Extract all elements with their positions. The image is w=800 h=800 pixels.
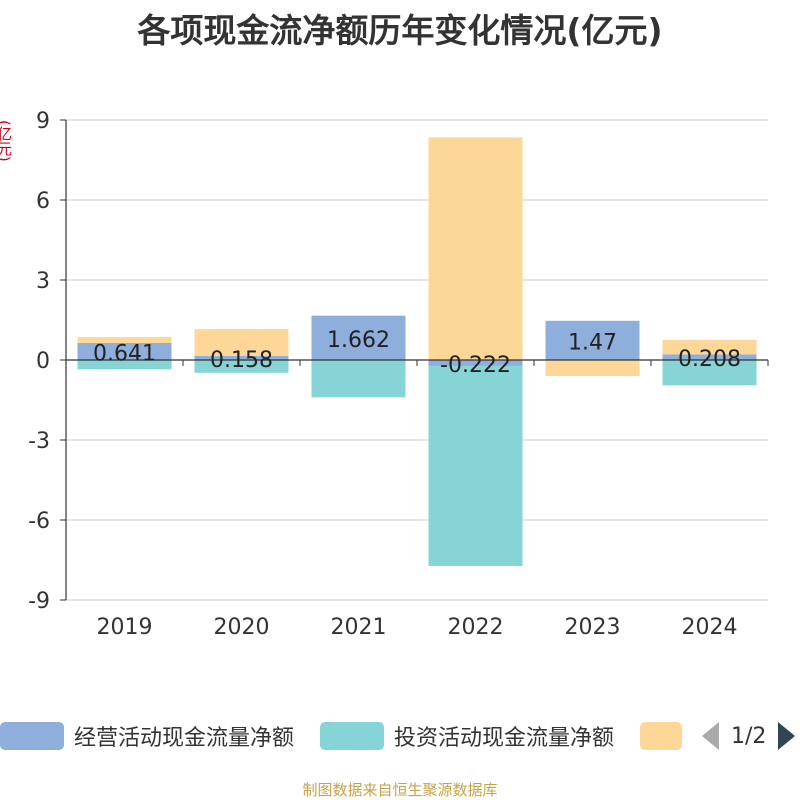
bar-financing <box>77 337 172 343</box>
bar-chart: 9 6 3 0 -3 -6 -9 2019 2020 2021 2022 2023 2024 0.641 0… <box>28 109 769 640</box>
data-label: 0.158 <box>210 348 273 373</box>
x-tick-label: 2024 <box>682 615 738 640</box>
y-tick-label: -6 <box>28 509 50 534</box>
legend-item-financing[interactable] <box>640 716 692 756</box>
bar-operating <box>194 355 289 360</box>
legend-page-indicator: 1/2 <box>731 723 767 749</box>
data-label: 0.208 <box>678 347 741 372</box>
legend: 经营活动现金流量净额 投资活动现金流量净额 1/2 <box>0 716 800 756</box>
bar-investing <box>194 360 289 373</box>
data-source-footer: 制图数据来自恒生聚源数据库 <box>302 781 498 799</box>
chart-title: 各项现金流净额历年变化情况(亿元) <box>137 11 663 50</box>
y-tick-label: 9 <box>36 109 50 134</box>
bar-operating <box>77 342 172 360</box>
legend-swatch-financing <box>640 722 682 750</box>
x-tick-label: 2019 <box>97 615 153 640</box>
y-tick-label: -3 <box>28 429 50 454</box>
data-label: 1.47 <box>568 330 617 355</box>
bar-investing <box>428 365 523 566</box>
data-label: 0.641 <box>93 341 156 366</box>
bar-operating <box>662 354 757 360</box>
x-tick-label: 2021 <box>331 615 387 640</box>
legend-swatch-investing <box>320 722 384 750</box>
legend-pager: 1/2 <box>702 716 796 756</box>
bar-financing <box>428 137 523 360</box>
bar-operating <box>545 320 640 360</box>
y-tick-label: 0 <box>36 349 50 374</box>
legend-swatch-operating <box>0 722 64 750</box>
legend-label-investing: 投资活动现金流量净额 <box>394 726 615 751</box>
bar-operating <box>428 360 523 366</box>
legend-prev-page-icon[interactable] <box>702 722 719 750</box>
data-label: -0.222 <box>440 353 511 378</box>
legend-next-page-icon[interactable] <box>778 722 796 750</box>
legend-item-operating[interactable]: 经营活动现金流量净额 <box>0 716 294 756</box>
x-tick-label: 2022 <box>448 615 504 640</box>
bar-financing <box>545 360 640 376</box>
bar-investing <box>662 360 757 386</box>
y-tick-label: -9 <box>28 589 50 614</box>
bar-financing <box>662 339 757 355</box>
bar-investing <box>77 360 172 370</box>
legend-item-investing[interactable]: 投资活动现金流量净额 <box>320 716 614 756</box>
legend-label-operating: 经营活动现金流量净额 <box>74 726 295 751</box>
y-tick-label: 3 <box>36 269 50 294</box>
data-label: 1.662 <box>327 328 390 353</box>
bar-financing <box>194 329 289 356</box>
x-tick-label: 2020 <box>214 615 270 640</box>
bar-investing <box>311 360 406 398</box>
y-axis-unit: (亿元) <box>0 120 13 162</box>
bar-operating <box>311 315 406 360</box>
y-tick-label: 6 <box>36 189 50 214</box>
x-tick-label: 2023 <box>565 615 621 640</box>
